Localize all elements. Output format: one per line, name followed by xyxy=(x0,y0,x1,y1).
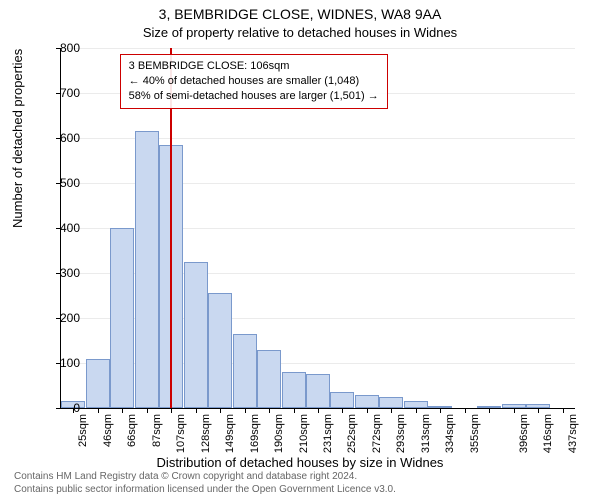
gridline xyxy=(61,48,575,49)
xtick-mark xyxy=(563,408,564,413)
chart-title: 3, BEMBRIDGE CLOSE, WIDNES, WA8 9AA xyxy=(0,0,600,23)
xtick-mark xyxy=(245,408,246,413)
xtick-mark xyxy=(147,408,148,413)
xtick-mark xyxy=(342,408,343,413)
footer-line-1: Contains HM Land Registry data © Crown c… xyxy=(14,471,600,484)
ytick-label: 300 xyxy=(40,266,80,280)
y-axis-label: Number of detached properties xyxy=(10,49,25,228)
xtick-mark xyxy=(440,408,441,413)
histogram-bar xyxy=(404,401,428,408)
xtick-mark xyxy=(196,408,197,413)
xtick-mark xyxy=(294,408,295,413)
ytick-label: 500 xyxy=(40,176,80,190)
xtick-mark xyxy=(220,408,221,413)
histogram-bar xyxy=(355,395,379,409)
footer: Contains HM Land Registry data © Crown c… xyxy=(0,471,600,496)
xtick-mark xyxy=(367,408,368,413)
histogram-bar xyxy=(86,359,110,409)
chart-subtitle: Size of property relative to detached ho… xyxy=(0,23,600,45)
annotation-line: ← 40% of detached houses are smaller (1,… xyxy=(129,74,379,89)
xtick-mark xyxy=(98,408,99,413)
xtick-mark xyxy=(269,408,270,413)
xtick-mark xyxy=(122,408,123,413)
histogram-bar xyxy=(184,262,208,408)
xtick-mark xyxy=(391,408,392,413)
histogram-bar xyxy=(282,372,306,408)
histogram-bar xyxy=(257,350,281,409)
ytick-label: 100 xyxy=(40,356,80,370)
histogram-bar xyxy=(379,397,403,408)
ytick-label: 800 xyxy=(40,41,80,55)
xtick-mark xyxy=(318,408,319,413)
histogram-bar xyxy=(110,228,134,408)
xtick-mark xyxy=(465,408,466,413)
histogram-bar xyxy=(208,293,232,408)
ytick-label: 200 xyxy=(40,311,80,325)
plot: 25sqm46sqm66sqm87sqm107sqm128sqm149sqm16… xyxy=(60,48,575,409)
annotation-line: 58% of semi-detached houses are larger (… xyxy=(129,89,379,104)
ytick-label: 600 xyxy=(40,131,80,145)
annotation-box: 3 BEMBRIDGE CLOSE: 106sqm← 40% of detach… xyxy=(120,54,388,109)
xtick-mark xyxy=(171,408,172,413)
histogram-bar xyxy=(306,374,330,408)
xtick-mark xyxy=(489,408,490,413)
histogram-bar xyxy=(330,392,354,408)
histogram-bar xyxy=(135,131,159,408)
xtick-mark xyxy=(538,408,539,413)
xtick-mark xyxy=(514,408,515,413)
histogram-bar xyxy=(233,334,257,408)
ytick-label: 700 xyxy=(40,86,80,100)
xtick-mark xyxy=(416,408,417,413)
x-axis-label: Distribution of detached houses by size … xyxy=(0,455,600,470)
ytick-label: 400 xyxy=(40,221,80,235)
annotation-line: 3 BEMBRIDGE CLOSE: 106sqm xyxy=(129,59,379,74)
ytick-label: 0 xyxy=(40,401,80,415)
plot-area: 25sqm46sqm66sqm87sqm107sqm128sqm149sqm16… xyxy=(60,48,574,408)
figure: 3, BEMBRIDGE CLOSE, WIDNES, WA8 9AA Size… xyxy=(0,0,600,500)
footer-line-2: Contains public sector information licen… xyxy=(14,484,600,497)
